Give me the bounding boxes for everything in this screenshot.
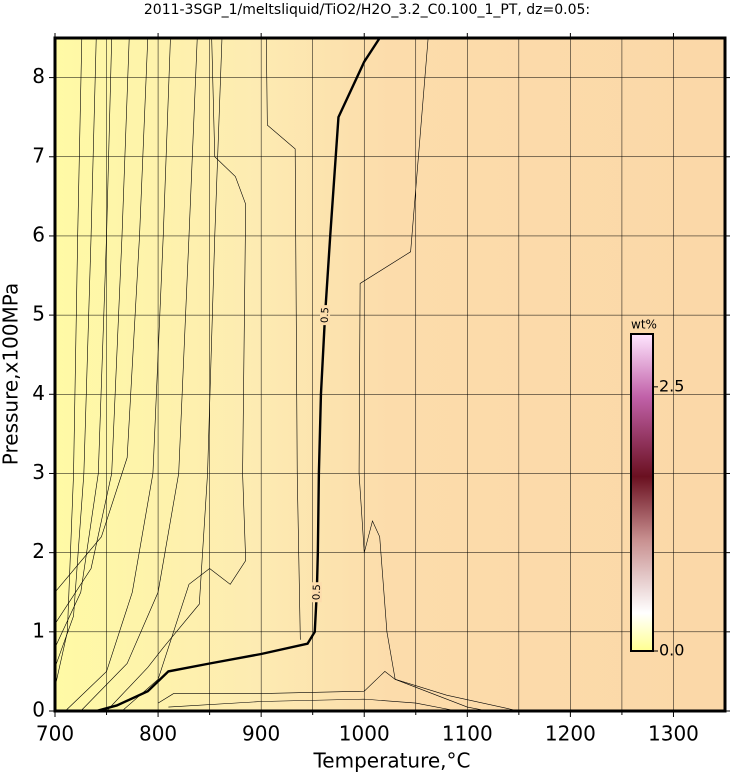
contour-line bbox=[54, 37, 83, 688]
colorbar bbox=[630, 333, 654, 652]
y-tick-label: 4 bbox=[32, 381, 45, 405]
contour-line bbox=[358, 37, 519, 712]
y-tick-label: 0 bbox=[32, 698, 45, 722]
colorbar-label: wt% bbox=[631, 318, 657, 332]
contour-line bbox=[65, 37, 171, 712]
plot-background bbox=[55, 38, 725, 711]
contour-label: 0.5 bbox=[312, 584, 324, 600]
contour-line bbox=[54, 37, 149, 593]
contour-line bbox=[121, 37, 246, 712]
x-tick-label: 900 bbox=[242, 722, 280, 746]
contour-label-bg bbox=[311, 582, 322, 603]
y-tick-label: 3 bbox=[32, 460, 45, 484]
x-tick-label: 700 bbox=[36, 722, 74, 746]
y-tick-label: 8 bbox=[32, 64, 45, 88]
x-tick-label: 1100 bbox=[442, 722, 493, 746]
y-tick-label: 1 bbox=[32, 618, 45, 642]
contour-line bbox=[54, 37, 97, 668]
chart-title: 2011-3SGP_1/meltsliquid/TiO2/H2O_3.2_C0.… bbox=[144, 2, 590, 18]
x-tick-label: 1200 bbox=[545, 722, 596, 746]
x-tick-label: 800 bbox=[139, 722, 177, 746]
x-axis-label: Temperature,°C bbox=[312, 749, 470, 773]
plot-frame bbox=[53, 36, 727, 713]
x-tick-label: 1000 bbox=[339, 722, 390, 746]
y-tick-label: 6 bbox=[32, 222, 45, 246]
contour-line bbox=[266, 37, 301, 640]
contour-line bbox=[106, 37, 223, 712]
colorbar-tick-label: 2.5 bbox=[659, 376, 684, 395]
contour-label: 0.5 bbox=[320, 307, 332, 323]
x-tick-label: 1300 bbox=[648, 722, 699, 746]
y-tick-label: 5 bbox=[32, 302, 45, 326]
contour-line bbox=[54, 37, 112, 648]
y-axis-label: Pressure,x100MPa bbox=[0, 283, 23, 465]
colorbar-tick-label: 0.0 bbox=[659, 641, 684, 660]
y-tick-label: 2 bbox=[32, 539, 45, 563]
y-tick-label: 7 bbox=[32, 143, 45, 167]
contour-line bbox=[54, 37, 130, 625]
contour-line bbox=[157, 671, 488, 712]
contour-label-bg bbox=[320, 305, 331, 326]
contour-line bbox=[168, 698, 458, 712]
contour-line bbox=[80, 37, 198, 712]
